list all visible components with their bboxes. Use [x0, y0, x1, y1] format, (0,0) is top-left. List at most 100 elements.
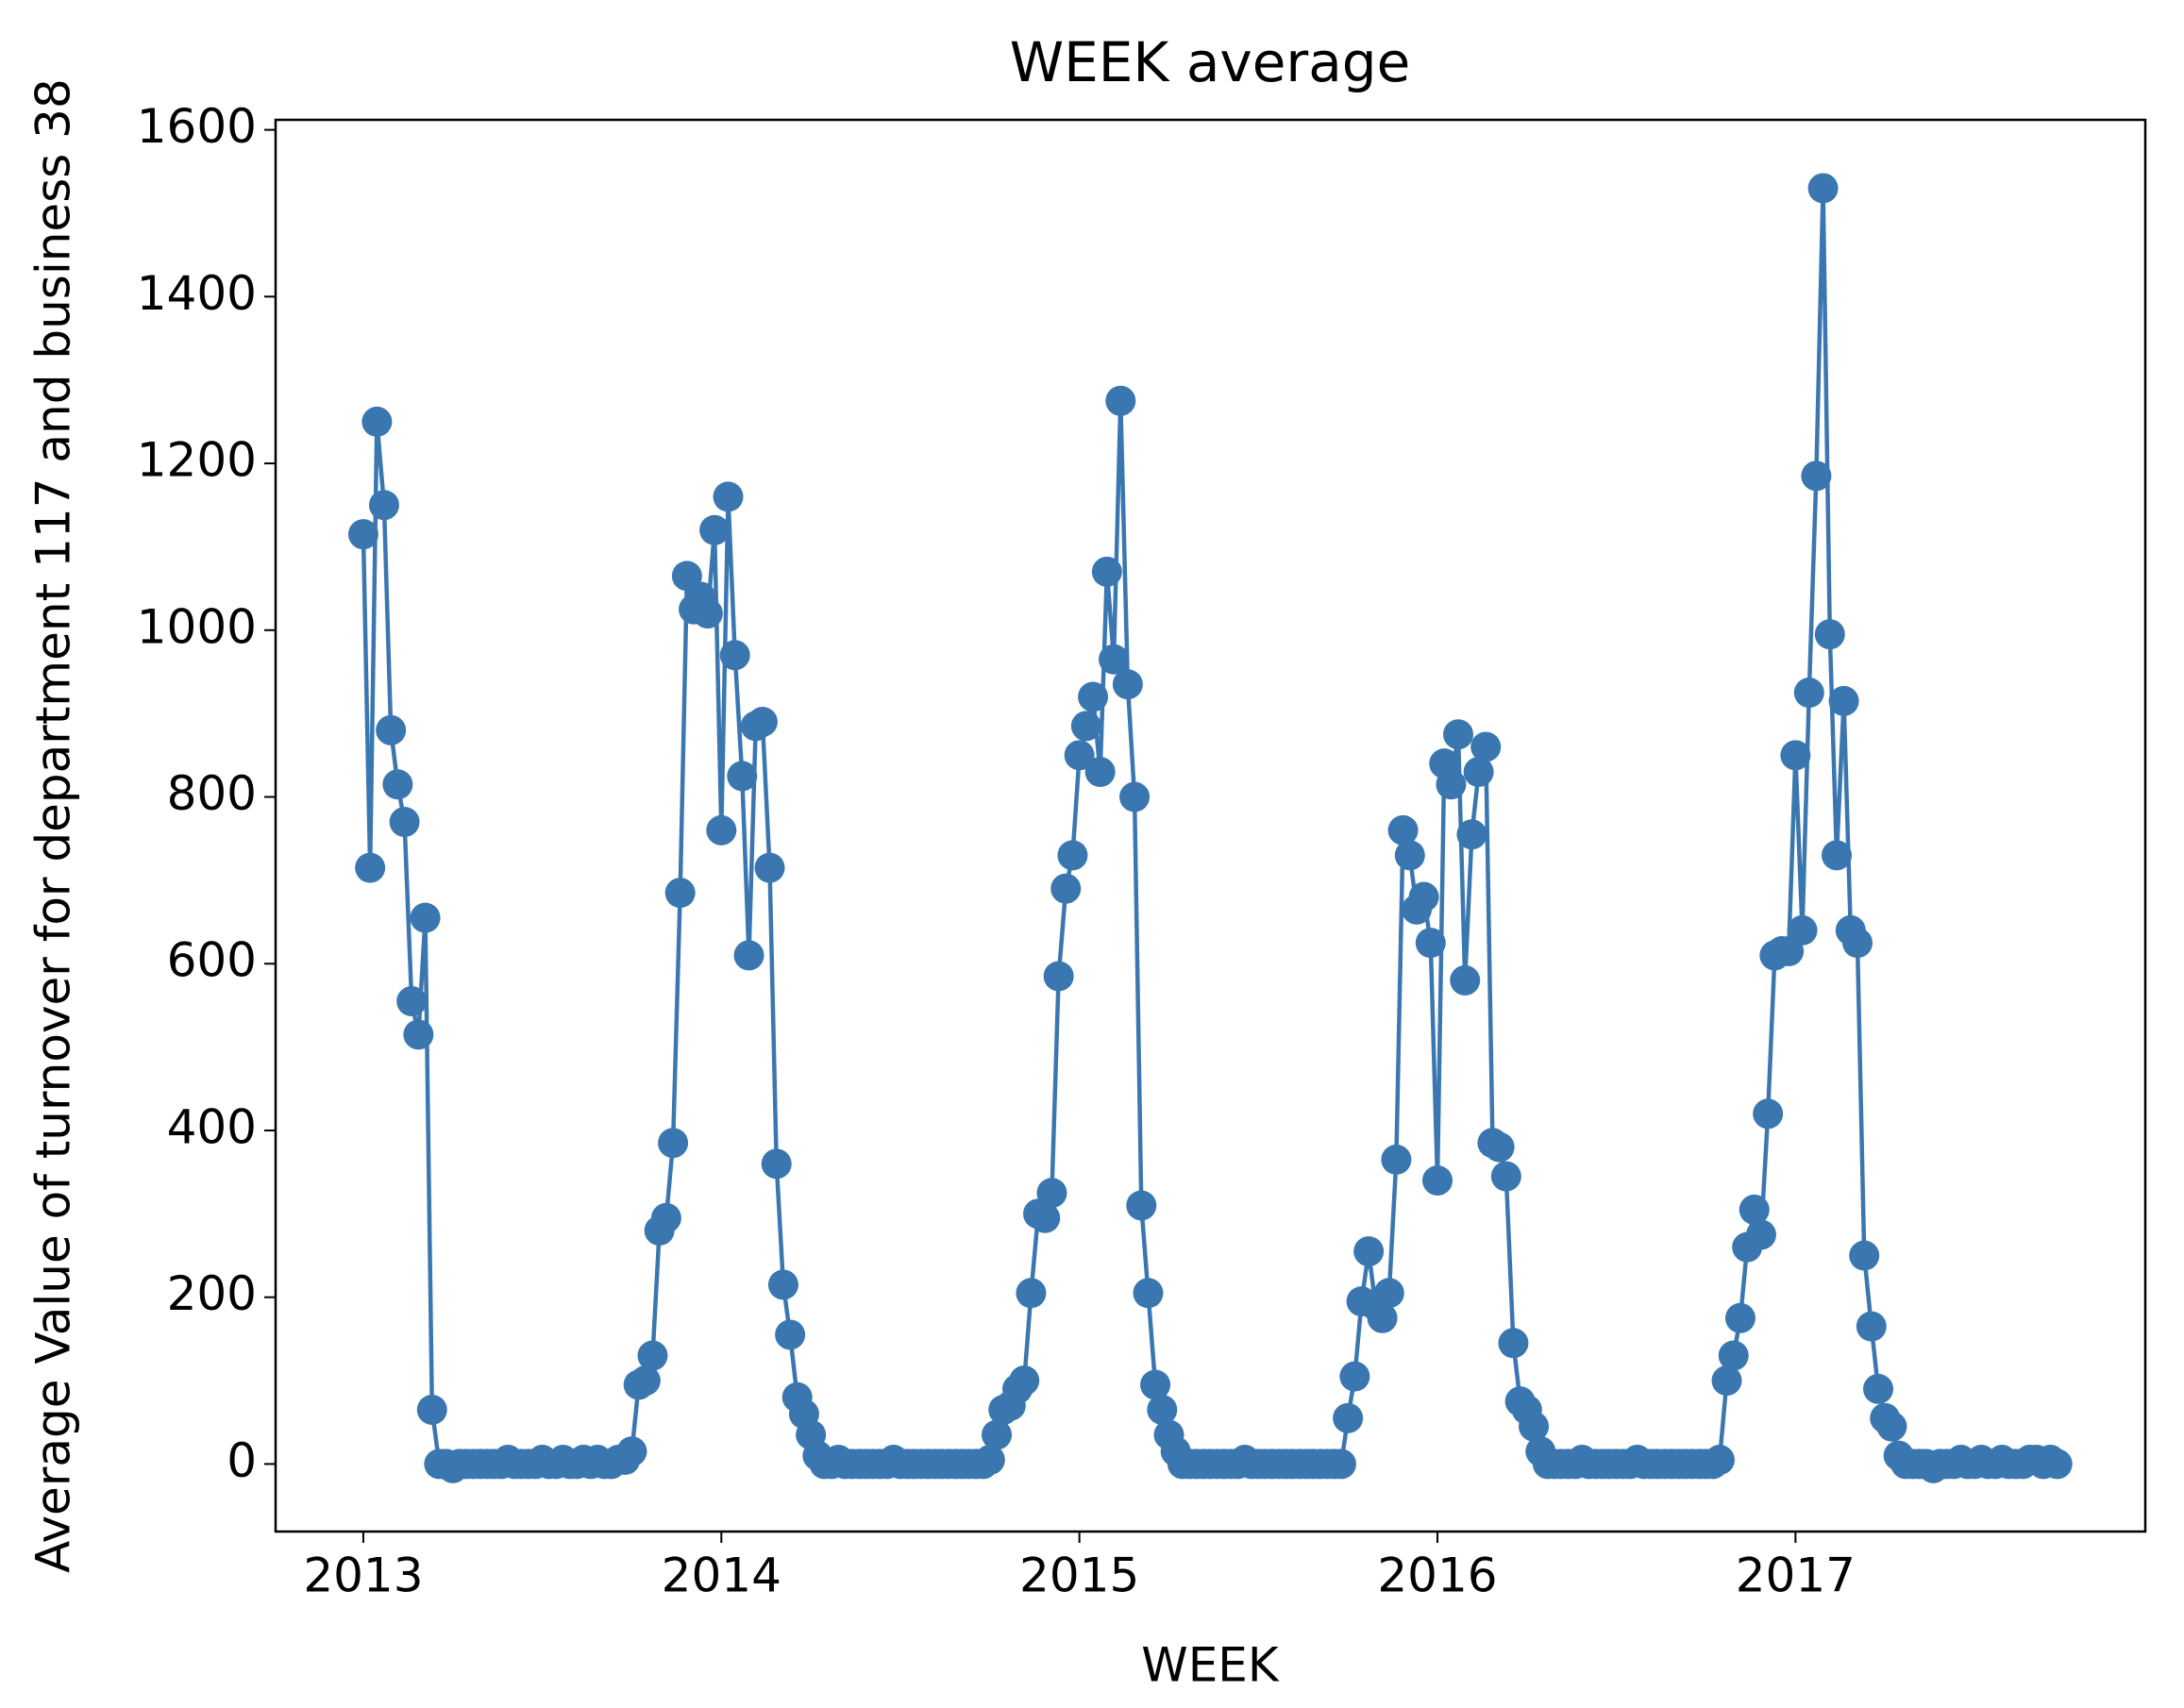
- marker: [1036, 1178, 1067, 1209]
- marker: [1043, 961, 1074, 992]
- x-tick-label: 2014: [662, 1549, 781, 1603]
- marker: [1119, 781, 1151, 812]
- marker: [1490, 1161, 1521, 1192]
- marker: [754, 852, 785, 883]
- marker: [1339, 1361, 1370, 1392]
- marker: [775, 1319, 806, 1350]
- marker: [1780, 740, 1811, 771]
- marker: [1422, 1164, 1453, 1196]
- marker: [761, 1148, 792, 1180]
- marker: [1498, 1328, 1529, 1359]
- y-tick-label: 1400: [137, 266, 257, 321]
- marker: [1133, 1278, 1164, 1309]
- y-axis-label: Average Value of turnover for department…: [26, 78, 81, 1573]
- marker: [396, 986, 428, 1017]
- marker: [1863, 1373, 1893, 1404]
- marker: [1381, 1144, 1412, 1175]
- marker: [1718, 1340, 1749, 1371]
- marker: [1849, 1240, 1880, 1271]
- marker: [1436, 769, 1467, 800]
- marker: [974, 1445, 1005, 1476]
- marker: [403, 1019, 434, 1050]
- marker: [1821, 840, 1852, 871]
- marker: [1443, 719, 1474, 750]
- marker: [410, 902, 441, 933]
- marker: [347, 519, 378, 550]
- chart-title: WEEK average: [1010, 30, 1411, 94]
- marker: [658, 1128, 689, 1159]
- marker: [1841, 928, 1873, 959]
- marker: [982, 1419, 1013, 1450]
- y-tick-label: 200: [167, 1266, 257, 1321]
- x-tick-label: 2017: [1736, 1549, 1856, 1603]
- x-tick-label: 2013: [303, 1549, 423, 1603]
- marker: [1064, 740, 1095, 771]
- x-tick-label: 2015: [1019, 1549, 1139, 1603]
- y-tick-label: 800: [167, 766, 257, 821]
- marker: [1367, 1302, 1398, 1333]
- marker: [650, 1202, 681, 1233]
- marker: [1828, 685, 1859, 716]
- marker: [747, 706, 778, 737]
- marker: [1801, 460, 1832, 492]
- marker: [616, 1436, 647, 1467]
- marker: [416, 1394, 447, 1425]
- marker: [1415, 928, 1446, 959]
- marker: [1105, 385, 1136, 416]
- plot-frame: [274, 118, 2147, 1533]
- marker: [1325, 1448, 1356, 1480]
- marker: [1353, 1236, 1385, 1267]
- marker: [1450, 964, 1481, 996]
- y-tick-label: 1200: [137, 433, 257, 488]
- marker: [664, 878, 696, 909]
- marker: [1463, 757, 1494, 788]
- marker: [1787, 914, 1818, 946]
- marker: [1745, 1219, 1776, 1250]
- marker: [1009, 1365, 1040, 1397]
- y-tick-label: 600: [167, 933, 257, 988]
- marker: [361, 406, 393, 437]
- marker: [733, 940, 764, 971]
- marker: [630, 1365, 661, 1397]
- marker: [1147, 1394, 1178, 1425]
- marker: [1078, 681, 1109, 712]
- marker: [1739, 1194, 1770, 1225]
- marker: [1704, 1445, 1735, 1476]
- marker: [1112, 669, 1143, 700]
- marker: [1753, 1098, 1784, 1130]
- marker: [1126, 1190, 1157, 1221]
- y-tick-label: 1000: [137, 599, 257, 654]
- x-tick-label: 2016: [1377, 1549, 1497, 1603]
- marker: [376, 714, 407, 745]
- marker: [1394, 840, 1425, 871]
- marker: [1814, 619, 1845, 650]
- marker: [692, 598, 723, 629]
- y-tick-label: 0: [227, 1433, 257, 1488]
- marker: [1724, 1302, 1756, 1333]
- marker: [1470, 731, 1502, 762]
- marker: [382, 769, 413, 800]
- marker: [706, 814, 737, 846]
- marker: [1140, 1369, 1171, 1400]
- marker: [1016, 1278, 1047, 1309]
- marker: [727, 761, 758, 792]
- marker: [2041, 1448, 2073, 1480]
- marker: [1793, 678, 1824, 709]
- marker: [355, 852, 386, 883]
- marker: [1091, 556, 1122, 587]
- marker: [368, 490, 399, 521]
- marker: [1084, 757, 1116, 788]
- marker: [1856, 1311, 1887, 1342]
- marker: [1070, 711, 1101, 742]
- marker: [767, 1269, 798, 1300]
- marker: [1876, 1411, 1907, 1442]
- marker: [713, 481, 744, 512]
- marker: [1333, 1402, 1364, 1433]
- marker: [1387, 814, 1419, 846]
- marker: [1484, 1131, 1515, 1163]
- y-tick-label: 400: [167, 1099, 257, 1154]
- marker: [1030, 1202, 1061, 1233]
- marker: [1519, 1411, 1550, 1442]
